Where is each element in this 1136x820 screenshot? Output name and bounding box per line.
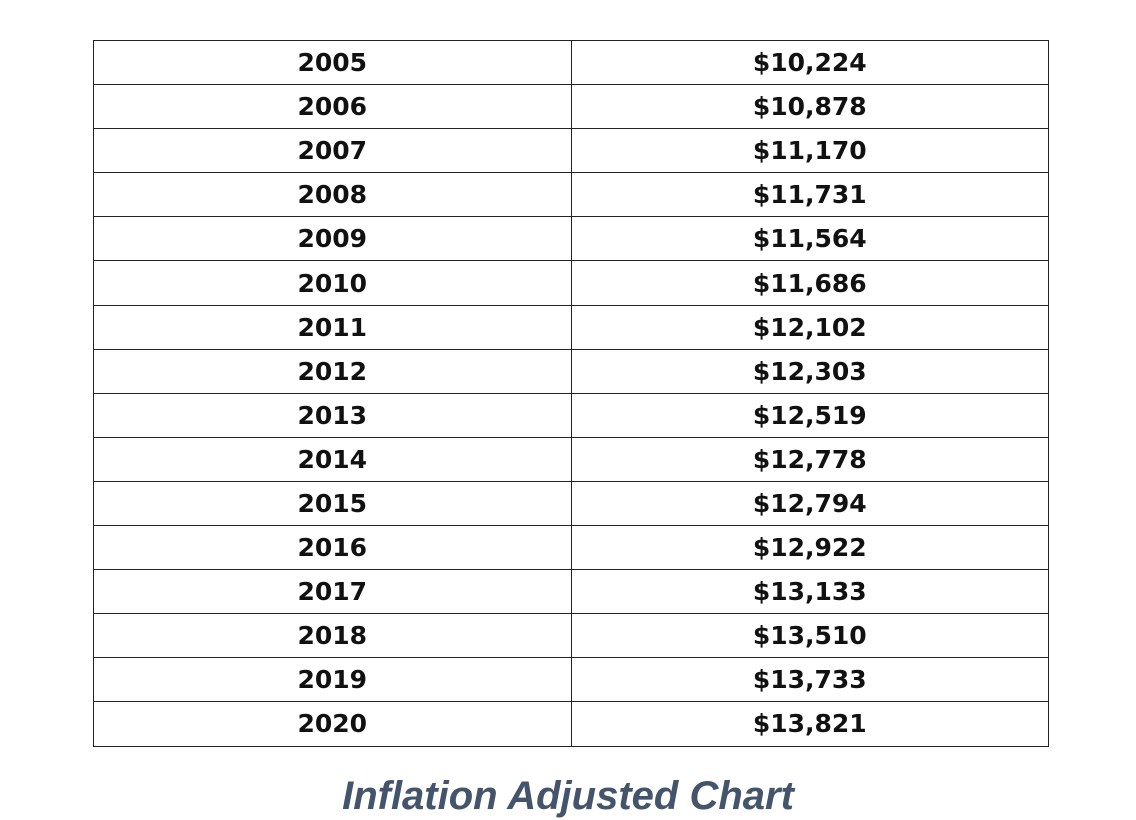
amount-cell: $13,133 (570, 569, 1049, 615)
caption: Inflation Adjusted Chart (342, 774, 794, 818)
year-cell: 2015 (93, 480, 572, 527)
amount-cell: $11,686 (570, 260, 1049, 306)
table-row: 2013 $12,519 (93, 392, 1049, 438)
table-row: 2012 $12,303 (93, 348, 1049, 394)
table-row: 2014 $12,778 (93, 436, 1049, 482)
year-cell: 2008 (93, 172, 572, 218)
year-cell: 2005 (93, 39, 572, 86)
amount-cell: $13,821 (570, 701, 1049, 747)
year-cell: 2018 (93, 613, 572, 659)
year-cell: 2013 (93, 392, 572, 438)
amount-cell: $12,778 (570, 436, 1049, 482)
table-row: 2020 $13,821 (93, 701, 1049, 747)
table-row: 2016 $12,922 (93, 525, 1049, 571)
data-table: 2005 $10,224 2006 $10,878 2007 $11,170 2008 $11… (93, 39, 1049, 747)
year-cell: 2011 (93, 304, 572, 350)
year-cell: 2014 (93, 436, 572, 482)
table-row: 2011 $12,102 (93, 304, 1049, 350)
table-row: 2010 $11,686 (93, 260, 1049, 306)
year-cell: 2019 (93, 657, 572, 703)
amount-cell: $13,733 (570, 657, 1049, 703)
amount-cell: $10,878 (570, 84, 1049, 130)
year-cell: 2009 (93, 216, 572, 262)
amount-cell: $11,170 (570, 128, 1049, 174)
amount-cell: $12,303 (570, 348, 1049, 394)
year-cell: 2012 (93, 348, 572, 394)
amount-cell: $12,794 (570, 480, 1049, 527)
amount-cell: $12,519 (570, 392, 1049, 438)
amount-cell: $13,510 (570, 613, 1049, 659)
table-row: 2009 $11,564 (93, 216, 1049, 262)
table-row: 2006 $10,878 (93, 84, 1049, 130)
amount-cell: $11,564 (570, 216, 1049, 262)
year-cell: 2006 (93, 84, 572, 130)
year-cell: 2020 (93, 701, 572, 747)
year-cell: 2017 (93, 569, 572, 615)
table-row: 2018 $13,510 (93, 613, 1049, 659)
table-row: 2019 $13,733 (93, 657, 1049, 703)
table-body: 2005 $10,224 2006 $10,878 2007 $11,170 2008 $11… (93, 39, 1049, 747)
table-row: 2015 $12,794 (93, 480, 1049, 527)
year-cell: 2010 (93, 260, 572, 306)
amount-cell: $12,102 (570, 304, 1049, 350)
table-row: 2017 $13,133 (93, 569, 1049, 615)
year-cell: 2007 (93, 128, 572, 174)
amount-cell: $11,731 (570, 172, 1049, 218)
amount-cell: $10,224 (570, 39, 1049, 86)
amount-cell: $12,922 (570, 525, 1049, 571)
table-row: 2007 $11,170 (93, 128, 1049, 174)
table-row: 2005 $10,224 (93, 39, 1049, 86)
table-row: 2008 $11,731 (93, 172, 1049, 218)
year-cell: 2016 (93, 525, 572, 571)
